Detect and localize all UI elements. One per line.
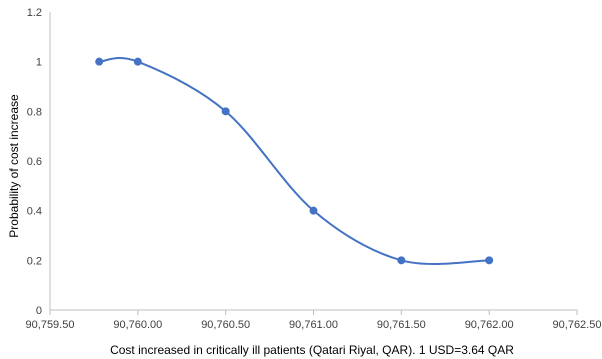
x-tick-label: 90,762.00	[465, 319, 514, 331]
y-tick-label: 0.4	[27, 206, 42, 218]
y-tick-label: 1.2	[27, 7, 42, 19]
x-tick-label: 90,759.50	[26, 319, 75, 331]
data-point	[133, 57, 142, 66]
y-tick-label: 0.8	[27, 106, 42, 118]
data-point	[397, 256, 406, 265]
data-point	[485, 256, 494, 265]
y-axis-ticks: 0 0.2 0.4 0.6 0.8 1 1.2	[27, 7, 42, 317]
data-point	[95, 57, 104, 66]
x-axis-title: Cost increased in critically ill patient…	[110, 343, 514, 357]
data-point	[221, 107, 230, 116]
y-tick-label: 0.6	[27, 156, 42, 168]
x-axis-ticks: 90,759.50 90,760.00 90,760.50 90,761.00 90,7…	[26, 310, 602, 331]
x-tick-label: 90,760.50	[201, 319, 250, 331]
y-tick-label: 0.2	[27, 255, 42, 267]
series-layer	[95, 57, 494, 265]
y-axis-title: Probability of cost increase	[7, 94, 21, 238]
x-tick-label: 90,761.00	[289, 319, 338, 331]
data-point	[309, 206, 318, 215]
y-tick-label: 0	[36, 305, 42, 317]
x-tick-label: 90,762.50	[553, 319, 602, 331]
series-line	[99, 57, 490, 265]
x-tick-label: 90,761.50	[377, 319, 426, 331]
x-tick-label: 90,760.00	[113, 319, 162, 331]
y-tick-label: 1	[36, 57, 42, 69]
